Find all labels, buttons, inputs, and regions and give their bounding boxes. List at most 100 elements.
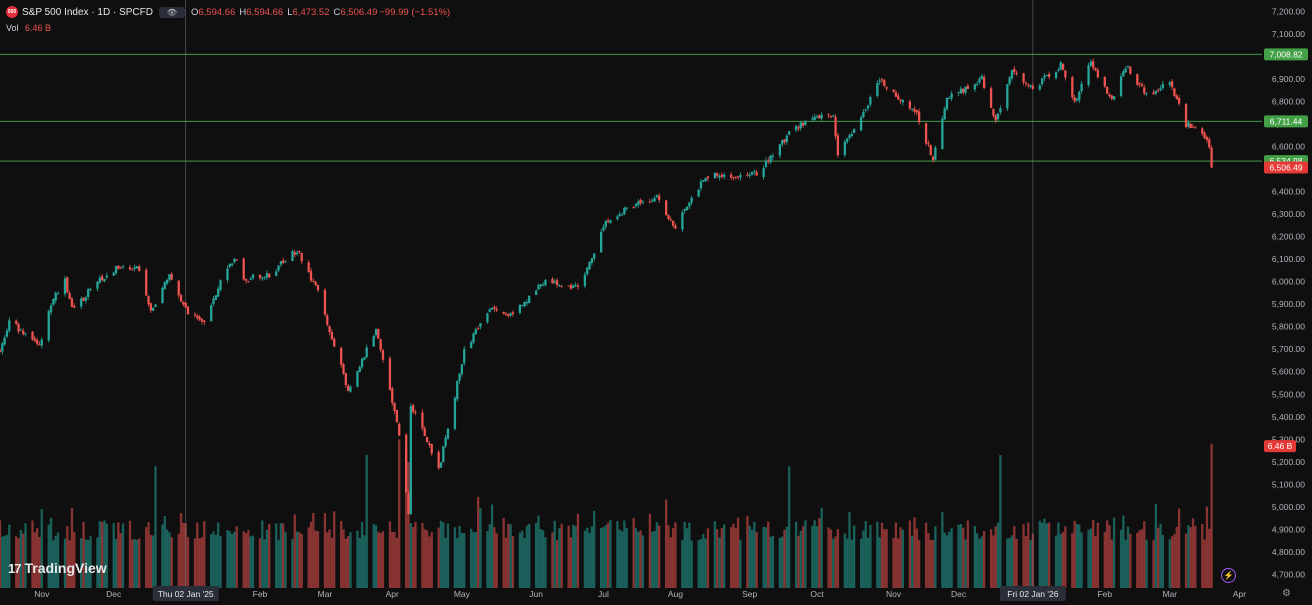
- candle-body: [915, 110, 918, 113]
- volume-bar: [372, 524, 375, 588]
- volume-bar: [674, 522, 677, 588]
- volume-bar: [347, 536, 350, 588]
- volume-bar: [908, 520, 911, 588]
- volume-bar: [1189, 527, 1192, 588]
- tradingview-logo[interactable]: 17 TradingView: [8, 560, 107, 576]
- candle-body: [372, 336, 375, 347]
- volume-label[interactable]: Vol: [6, 23, 19, 33]
- volume-bar: [344, 538, 347, 588]
- candle-body: [716, 173, 719, 177]
- candle-body: [421, 412, 424, 429]
- candle-body: [1027, 84, 1030, 86]
- volume-bar: [381, 531, 385, 588]
- volume-bar: [391, 531, 394, 588]
- volume-bar: [964, 539, 967, 588]
- candle-body: [212, 298, 215, 304]
- candle-body: [583, 274, 587, 286]
- volume-bar: [880, 522, 884, 588]
- volume-bar: [934, 526, 937, 588]
- volume-bar: [948, 531, 951, 588]
- volume-bar: [999, 455, 1002, 588]
- lightning-icon[interactable]: ⚡: [1221, 568, 1236, 583]
- volume-bar: [1092, 519, 1095, 588]
- volume-bar: [634, 528, 638, 588]
- candle-body: [794, 126, 798, 131]
- y-tick-label: 5,900.00: [1272, 299, 1305, 309]
- volume-bar: [504, 537, 508, 588]
- volume-bar: [748, 525, 751, 588]
- volume-bar: [507, 523, 510, 588]
- level-price-tag-bg: [1264, 48, 1308, 61]
- candle-body: [1006, 84, 1009, 109]
- volume-bar: [275, 523, 278, 588]
- candle-body: [114, 265, 118, 274]
- candle-body: [24, 333, 27, 335]
- y-tick-label: 5,000.00: [1272, 502, 1305, 512]
- volume-bar: [395, 537, 399, 588]
- candle-body: [600, 231, 603, 253]
- candle-body: [1059, 62, 1062, 70]
- volume-bar: [476, 496, 480, 588]
- candle-body: [941, 118, 944, 150]
- symbol-name[interactable]: S&P 500 Index · 1D · SPCFD: [22, 6, 153, 18]
- candle-body: [560, 285, 563, 287]
- x-tick-label: May: [454, 589, 471, 599]
- candle-body: [957, 92, 960, 94]
- candle-body: [282, 260, 285, 263]
- volume-bar: [653, 531, 656, 588]
- volume-bar: [228, 531, 231, 588]
- volume-bar: [669, 537, 672, 588]
- candle-body: [567, 285, 570, 287]
- candle-body: [19, 329, 23, 331]
- y-tick-label: 6,600.00: [1272, 141, 1305, 151]
- candle-body: [859, 117, 863, 131]
- volume-bar: [54, 535, 57, 588]
- volume-bar: [1087, 529, 1090, 588]
- volume-bar: [771, 535, 775, 588]
- candle-body: [251, 274, 255, 279]
- x-tick-label: Dec: [106, 589, 122, 599]
- volume-bar: [230, 533, 234, 588]
- candle-body: [446, 428, 450, 439]
- candle-body: [247, 281, 250, 283]
- volume-bar: [755, 532, 758, 588]
- volume-bar: [852, 525, 856, 588]
- candle-body: [736, 176, 740, 178]
- symbol-logo-icon[interactable]: 500: [6, 6, 18, 18]
- volume-bar: [168, 532, 171, 588]
- candle-body: [182, 301, 185, 305]
- volume-bar: [453, 527, 457, 588]
- candle-body: [177, 280, 180, 296]
- volume-bar: [295, 531, 299, 588]
- volume-bar: [1006, 538, 1009, 588]
- candle-body: [1119, 76, 1123, 96]
- candle-body: [685, 206, 689, 211]
- candle-body: [572, 285, 575, 288]
- volume-bar: [827, 527, 830, 588]
- candle-body: [523, 301, 526, 306]
- volume-bar: [511, 536, 515, 588]
- eye-icon[interactable]: 👁: [158, 6, 185, 18]
- volume-bar: [797, 536, 800, 588]
- volume-bar: [1112, 517, 1116, 588]
- candle-body: [602, 227, 605, 231]
- volume-bar: [100, 521, 104, 588]
- volume-bar: [699, 539, 703, 588]
- volume-bar: [648, 513, 652, 588]
- volume-bar: [1080, 532, 1083, 588]
- candle-body: [1024, 82, 1028, 84]
- candle-body: [1136, 74, 1139, 85]
- candle-body: [391, 388, 394, 403]
- gear-icon[interactable]: ⚙: [1282, 588, 1291, 599]
- volume-bar: [405, 450, 408, 588]
- candle-body: [1168, 82, 1171, 86]
- candle-body: [1008, 77, 1011, 85]
- candle-body: [56, 293, 60, 295]
- volume-bar: [1154, 504, 1158, 588]
- candle-body: [228, 264, 231, 267]
- candle-body: [964, 86, 967, 93]
- volume-bar: [80, 538, 83, 588]
- candle-body: [655, 195, 658, 197]
- volume-bar: [1126, 526, 1130, 588]
